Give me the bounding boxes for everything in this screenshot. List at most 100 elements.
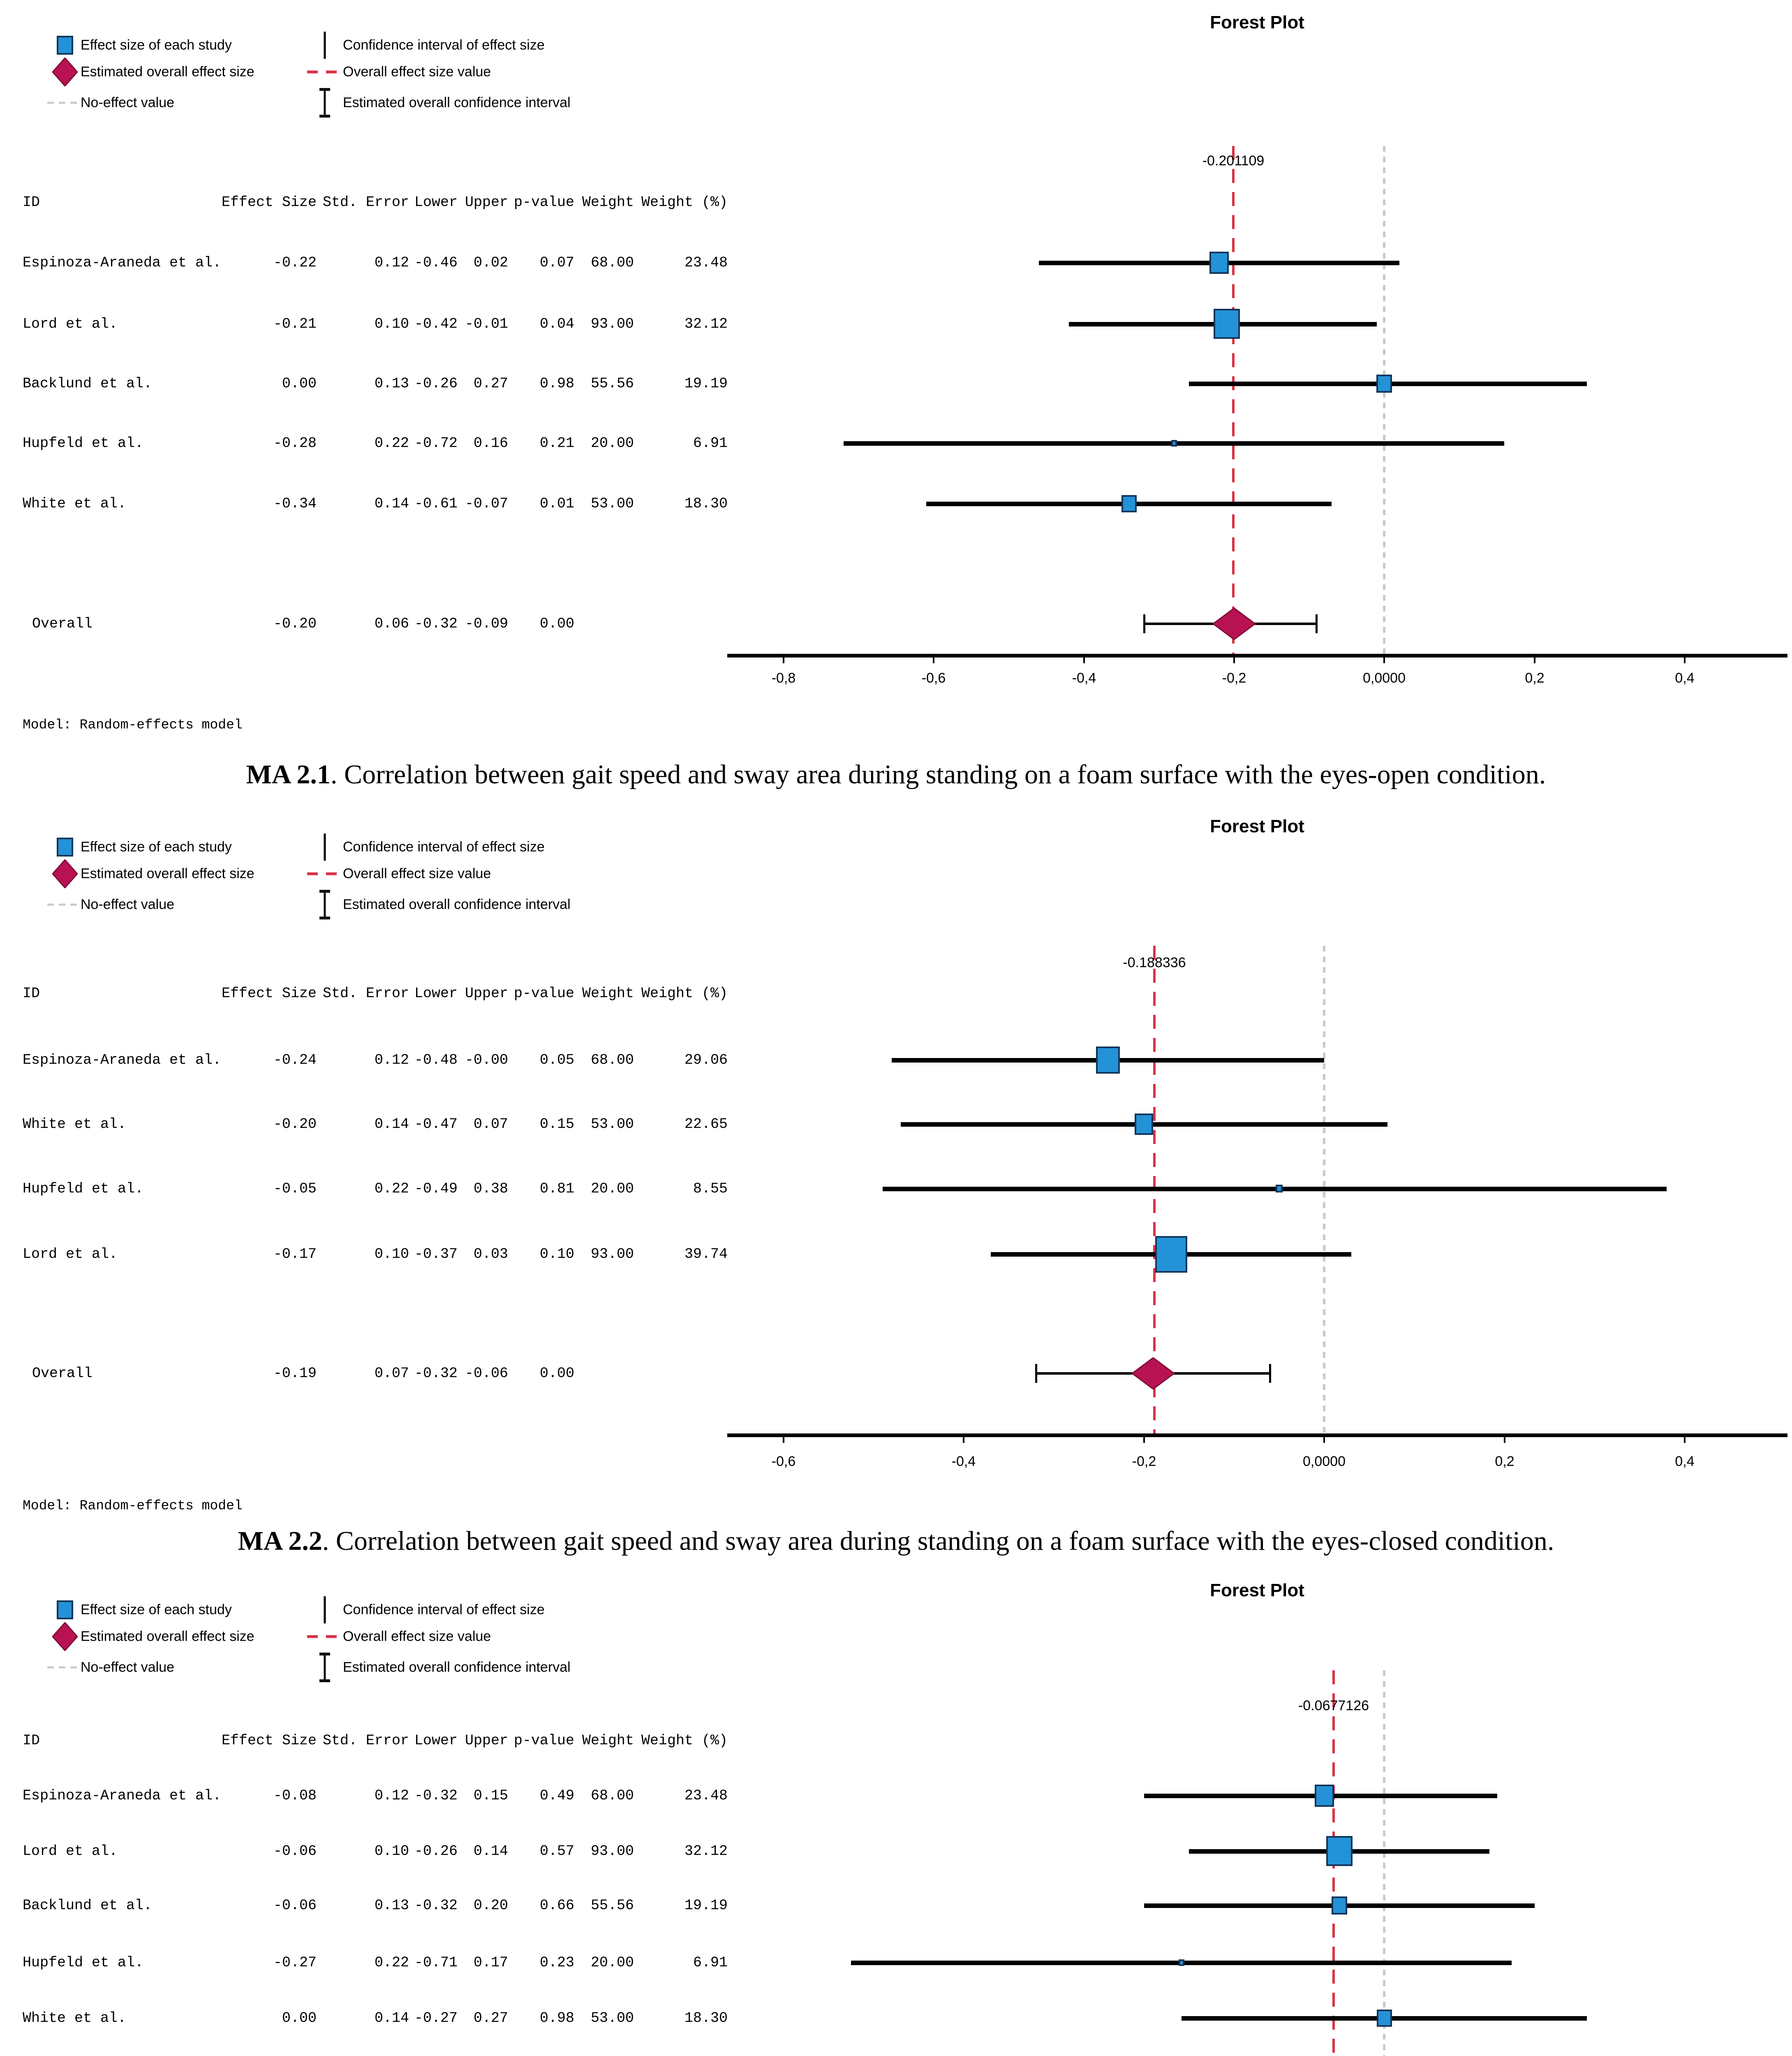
figure-caption: MA 2.1. Correlation between gait speed a…	[0, 759, 1792, 790]
caption-number: MA 2.1	[246, 759, 331, 790]
study-cell-lower: -0.72	[414, 435, 458, 451]
x-axis-tick-label: 0,2	[1495, 1454, 1515, 1469]
table-header-id: ID	[23, 1732, 40, 1749]
study-cell-lower: -0.71	[414, 1954, 458, 1971]
overall-diamond	[1212, 607, 1256, 640]
study-cell-p_value: 0.49	[539, 1787, 574, 1804]
ci-line-icon	[324, 32, 326, 59]
study-cell-weight: 55.56	[590, 375, 634, 392]
study-cell-upper: 0.15	[473, 1787, 508, 1804]
study-cell-upper: -0.01	[465, 316, 508, 332]
table-header-effect_size: Effect Size	[221, 194, 317, 211]
study-cell-effect_size: -0.06	[273, 1897, 317, 1914]
no-effect-line	[1383, 1670, 1385, 2056]
overall-effect-label: -0.0677126	[1298, 1698, 1369, 1713]
study-cell-p_value: 0.66	[539, 1897, 574, 1914]
study-effect-marker	[1171, 440, 1177, 447]
study-cell-p_value: 0.23	[539, 1954, 574, 1971]
table-header-weight: Weight	[582, 985, 634, 1002]
overall-diamond-icon	[52, 1622, 78, 1651]
study-cell-upper: 0.14	[473, 1843, 508, 1859]
legend-item-label: Overall effect size value	[343, 866, 491, 882]
x-axis-tick	[1684, 1437, 1686, 1443]
overall-ci-cap-right	[1269, 1364, 1271, 1383]
x-axis-tick-label: -0,4	[951, 1454, 976, 1469]
study-cell-weight: 53.00	[590, 1116, 634, 1132]
table-header-effect_size: Effect Size	[221, 1732, 317, 1749]
legend-item-label: Effect size of each study	[81, 37, 232, 53]
study-cell-weight: 53.00	[590, 495, 634, 512]
table-header-p_value: p-value	[513, 194, 574, 211]
caption-number: MA 2.2	[238, 1526, 322, 1556]
study-square-icon	[57, 1600, 73, 1619]
study-cell-lower: -0.48	[414, 1052, 458, 1068]
study-cell-std_error: 0.10	[374, 1843, 409, 1859]
legend-item-label: No-effect value	[81, 95, 175, 111]
table-header-weight_pct: Weight (%)	[641, 985, 728, 1002]
study-cell-weight_pct: 6.91	[693, 1954, 728, 1971]
study-cell-upper: 0.03	[473, 1246, 508, 1262]
legend-item-label: Confidence interval of effect size	[343, 1602, 545, 1618]
study-cell-weight: 55.56	[590, 1897, 634, 1914]
overall-ci-icon	[319, 890, 331, 919]
study-row-id: Hupfeld et al.	[23, 1181, 144, 1197]
study-cell-effect_size: -0.28	[273, 435, 317, 451]
table-header-upper: Upper	[465, 985, 508, 1002]
table-header-upper: Upper	[465, 194, 508, 211]
study-cell-lower: -0.47	[414, 1116, 458, 1132]
study-cell-weight_pct: 39.74	[684, 1246, 728, 1262]
study-cell-effect_size: -0.22	[273, 255, 317, 271]
no-effect-line-icon	[47, 903, 83, 906]
x-axis-tick-label: 0,4	[1675, 670, 1695, 686]
study-cell-p_value: 0.01	[539, 495, 574, 512]
study-cell-std_error: 0.12	[374, 255, 409, 271]
overall-ci-icon	[319, 88, 331, 118]
model-label: Model: Random-effects model	[23, 717, 243, 733]
study-cell-lower: -0.27	[414, 2010, 458, 2026]
x-axis-tick	[1233, 658, 1235, 663]
study-cell-weight_pct: 18.30	[684, 495, 728, 512]
study-cell-p_value: 0.57	[539, 1843, 574, 1859]
caption-text: . Correlation between gait speed and swa…	[331, 759, 1546, 790]
overall-cell-std_error: 0.06	[374, 616, 409, 632]
overall-ci-icon	[319, 1653, 331, 1682]
study-ci-line	[883, 1187, 1667, 1191]
study-effect-marker	[1326, 1836, 1353, 1866]
table-header-std_error: Std. Error	[322, 194, 409, 211]
table-header-effect_size: Effect Size	[221, 985, 317, 1002]
x-axis-tick	[963, 1437, 964, 1443]
study-cell-p_value: 0.05	[539, 1052, 574, 1068]
study-cell-effect_size: -0.06	[273, 1843, 317, 1859]
caption-text: . Correlation between gait speed and swa…	[322, 1526, 1554, 1556]
overall-cell-lower: -0.32	[414, 1365, 458, 1382]
x-axis-line	[727, 654, 1787, 658]
study-cell-std_error: 0.22	[374, 1954, 409, 1971]
study-cell-effect_size: -0.34	[273, 495, 317, 512]
study-cell-weight: 20.00	[590, 1181, 634, 1197]
study-cell-upper: 0.27	[473, 375, 508, 392]
study-cell-p_value: 0.04	[539, 316, 574, 332]
study-cell-weight: 68.00	[590, 1787, 634, 1804]
table-header-upper: Upper	[465, 1732, 508, 1749]
study-cell-weight_pct: 19.19	[684, 1897, 728, 1914]
study-row-id: Backlund et al.	[23, 375, 153, 392]
study-cell-weight_pct: 32.12	[684, 1843, 728, 1859]
study-cell-p_value: 0.07	[539, 255, 574, 271]
figure-caption: MA 2.2. Correlation between gait speed a…	[0, 1526, 1792, 1557]
study-cell-upper: 0.16	[473, 435, 508, 451]
overall-row-id: Overall	[32, 616, 93, 632]
study-cell-weight_pct: 8.55	[693, 1181, 728, 1197]
study-cell-std_error: 0.12	[374, 1052, 409, 1068]
study-row-id: White et al.	[23, 495, 127, 512]
x-axis-tick-label: 0,0000	[1303, 1454, 1346, 1469]
study-row-id: Espinoza-Araneda et al.	[23, 255, 222, 271]
study-effect-marker	[1332, 1896, 1347, 1915]
forest-plot-title: Forest Plot	[1210, 1580, 1304, 1600]
study-cell-effect_size: -0.20	[273, 1116, 317, 1132]
table-header-lower: Lower	[414, 194, 458, 211]
study-cell-upper: -0.07	[465, 495, 508, 512]
x-axis-tick	[1323, 1437, 1325, 1443]
table-header-p_value: p-value	[513, 1732, 574, 1749]
study-cell-std_error: 0.12	[374, 1787, 409, 1804]
